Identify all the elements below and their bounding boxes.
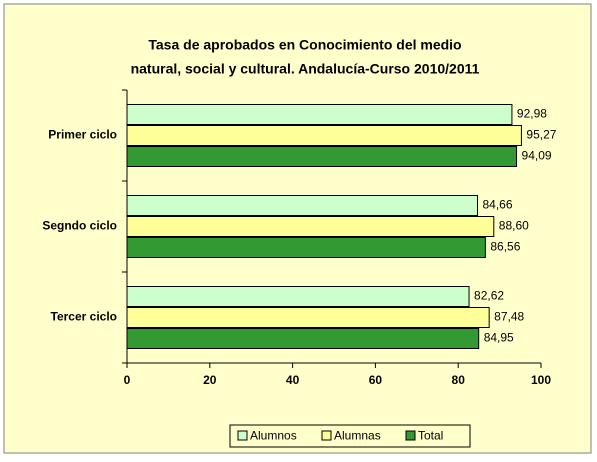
x-tick-label: 40 <box>286 373 300 387</box>
legend-label: Total <box>418 429 443 443</box>
bar <box>126 146 518 167</box>
value-label: 92,98 <box>517 107 547 121</box>
x-tick-label: 100 <box>531 373 551 387</box>
value-label: 84,95 <box>484 331 514 345</box>
bar <box>126 307 490 328</box>
bar <box>126 195 478 216</box>
y-tick-label: Tercer ciclo <box>51 310 117 324</box>
value-label: 95,27 <box>526 128 556 142</box>
bar <box>126 237 486 258</box>
bar <box>126 125 522 146</box>
value-label: 82,62 <box>474 289 504 303</box>
x-tick-label: 20 <box>203 373 217 387</box>
x-tick-label: 80 <box>452 373 466 387</box>
bar <box>126 328 480 349</box>
value-label: 84,66 <box>482 198 512 212</box>
bar <box>126 104 513 125</box>
chart-title: natural, social y cultural. Andalucía-Cu… <box>131 61 480 77</box>
chart-title: Tasa de aprobados en Conocimiento del me… <box>148 37 461 53</box>
y-tick-label: Segndo ciclo <box>42 219 117 233</box>
legend-label: Alumnos <box>250 429 297 443</box>
legend-swatch <box>237 430 248 441</box>
value-label: 88,60 <box>499 219 529 233</box>
bar <box>126 286 470 307</box>
value-label: 87,48 <box>494 310 524 324</box>
bar <box>126 216 495 237</box>
legend-label: Alumnas <box>334 429 381 443</box>
x-tick-label: 0 <box>124 373 131 387</box>
value-label: 94,09 <box>522 149 552 163</box>
value-label: 86,56 <box>490 240 520 254</box>
y-tick-label: Primer ciclo <box>48 128 117 142</box>
legend-swatch <box>405 430 416 441</box>
x-tick-label: 60 <box>369 373 383 387</box>
legend-swatch <box>321 430 332 441</box>
